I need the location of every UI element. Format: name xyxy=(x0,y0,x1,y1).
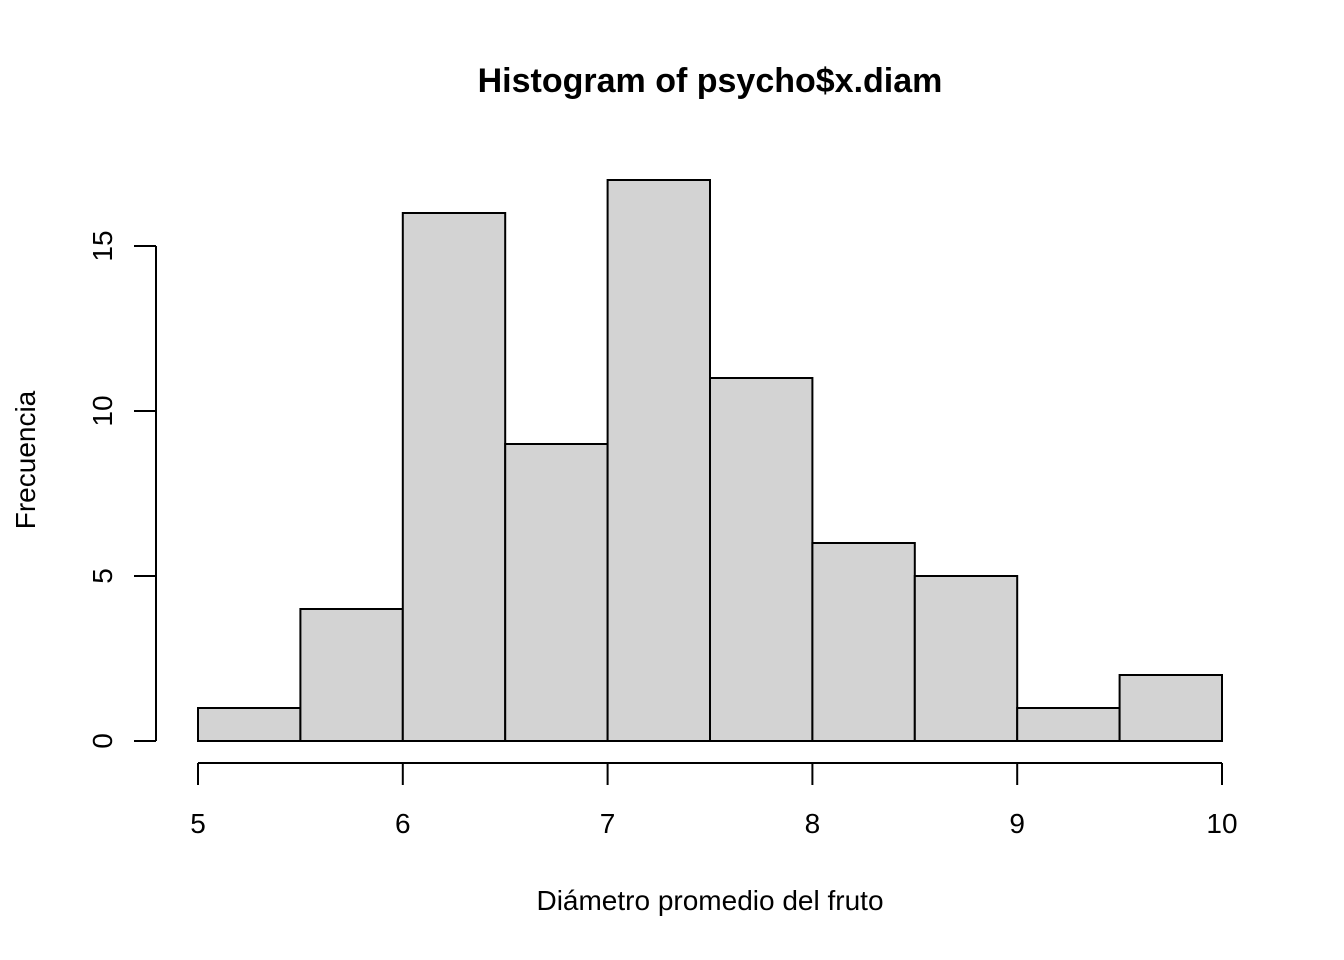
x-tick-label: 6 xyxy=(395,808,411,839)
histogram-bar xyxy=(811,542,916,742)
y-axis-label: Frecuencia xyxy=(10,390,41,529)
x-tick-label: 8 xyxy=(805,808,821,839)
bars-group xyxy=(197,179,1223,742)
y-tick-label: 15 xyxy=(87,230,118,261)
histogram-bar xyxy=(606,179,711,742)
histogram-bar xyxy=(197,707,302,742)
x-axis: 5 6 7 8 9 10 xyxy=(190,762,1238,839)
x-tick-label: 5 xyxy=(190,808,206,839)
x-axis-label: Diámetro promedio del fruto xyxy=(536,885,883,916)
histogram-bar xyxy=(504,443,609,742)
histogram-bar xyxy=(1118,674,1223,742)
histogram-bar xyxy=(401,212,507,742)
y-tick-label: 5 xyxy=(87,568,118,584)
x-tick-label: 7 xyxy=(600,808,616,839)
x-tick-label: 9 xyxy=(1009,808,1025,839)
y-tick-label: 10 xyxy=(87,395,118,426)
histogram-bar xyxy=(299,608,404,742)
histogram-bar xyxy=(913,575,1019,742)
histogram-bar xyxy=(709,377,814,742)
y-axis: 0 5 10 15 xyxy=(87,230,157,749)
y-tick-label: 0 xyxy=(87,733,118,749)
x-tick-label: 10 xyxy=(1206,808,1237,839)
histogram-bar xyxy=(1016,707,1121,742)
chart-title: Histogram of psycho$x.diam xyxy=(478,62,943,100)
